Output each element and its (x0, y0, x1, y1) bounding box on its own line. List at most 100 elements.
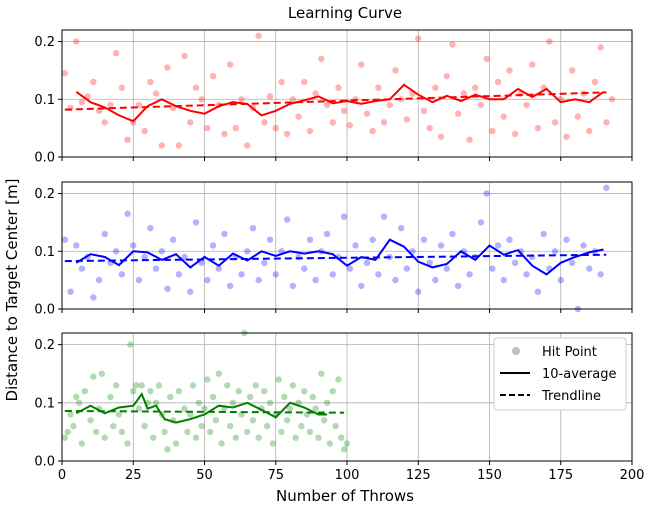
hit-point (278, 78, 285, 86)
hit-point (238, 271, 245, 278)
panel-bottom: 0 25 50 75 100 125 150 175 200 0.0 0.1 0.2 (34, 329, 644, 483)
hit-point (249, 417, 257, 424)
hit-point (437, 242, 445, 249)
hit-point (460, 90, 468, 97)
hit-point (135, 276, 143, 284)
hit-point (181, 52, 188, 60)
hit-point (90, 294, 97, 301)
hit-point (209, 242, 217, 249)
hit-point (312, 276, 319, 284)
hit-point (246, 393, 254, 401)
hit-point (432, 276, 439, 284)
hit-point (226, 61, 234, 68)
hit-point (192, 434, 200, 441)
hit-point (340, 107, 348, 115)
hit-point (369, 127, 376, 135)
hit-point (397, 224, 405, 232)
hit-point (161, 428, 168, 436)
hit-point (318, 55, 325, 63)
hit-point (289, 96, 297, 103)
hit-point (141, 253, 148, 261)
hit-point (101, 119, 108, 126)
hit-point (489, 127, 496, 135)
trendline (64, 91, 607, 111)
hit-point (597, 44, 604, 51)
hit-point (343, 440, 351, 447)
hit-point (472, 84, 479, 91)
x-tick-label: 125 (406, 468, 431, 483)
hit-point (466, 136, 473, 143)
hit-point (306, 127, 314, 135)
hit-point (306, 428, 314, 436)
hit-point (546, 38, 553, 45)
hit-point (574, 113, 582, 120)
hit-point (283, 216, 291, 223)
hit-point (221, 230, 228, 238)
hit-point (255, 434, 262, 441)
hit-point (112, 248, 120, 255)
hit-point (511, 259, 519, 267)
hit-point (195, 399, 202, 407)
hit-point (184, 428, 191, 436)
y-tick-label: 0.0 (34, 303, 55, 318)
hit-point (124, 210, 131, 217)
hit-point (90, 78, 97, 86)
hit-point (264, 422, 271, 430)
y-axis-label: Distance to Target Center [m] (3, 179, 21, 402)
hit-point (340, 446, 348, 453)
hit-point (529, 61, 536, 68)
hit-point (289, 382, 297, 389)
hit-point (95, 276, 103, 284)
trendline (64, 253, 607, 263)
hit-point (90, 373, 97, 380)
hit-point (232, 124, 240, 132)
hit-point (312, 405, 319, 412)
panel-middle: 0.0 0.1 0.2 (34, 181, 633, 318)
hit-point (169, 236, 177, 243)
hit-point (563, 236, 570, 243)
hit-point (298, 422, 305, 430)
hit-point (75, 399, 83, 407)
hit-point (275, 376, 282, 383)
hit-point (93, 428, 100, 436)
y-tick-label: 0.1 (34, 396, 55, 411)
hit-point (67, 411, 74, 418)
hit-point (346, 265, 354, 272)
hit-point (138, 382, 145, 389)
x-axis-label: Number of Throws (276, 487, 414, 505)
hit-point (61, 236, 69, 243)
hit-point (147, 78, 154, 86)
hit-point (152, 265, 160, 272)
hit-point (249, 224, 257, 232)
hit-point (87, 417, 94, 424)
hit-point (266, 236, 274, 243)
hit-point (494, 242, 502, 249)
legend-trendline-label: Trendline (541, 389, 601, 404)
hit-point (494, 78, 502, 86)
hit-point (506, 67, 513, 74)
hit-point (164, 446, 171, 453)
hit-point (278, 428, 285, 436)
hit-point (489, 265, 496, 272)
hit-point (158, 142, 165, 149)
hit-point (158, 248, 165, 255)
hit-point (281, 393, 288, 401)
legend-frame (493, 337, 627, 411)
hit-point (204, 124, 211, 132)
hit-point (603, 184, 610, 191)
x-tick-label: 50 (196, 468, 213, 483)
hit-point (312, 90, 319, 97)
hit-point (363, 259, 371, 267)
hit-point (124, 136, 131, 143)
hit-point (329, 387, 336, 395)
hit-point (597, 271, 604, 278)
hit-point (380, 119, 388, 126)
hit-point (420, 107, 428, 115)
x-tick-label: 100 (335, 468, 360, 483)
hit-point (266, 93, 274, 100)
hit-point (380, 213, 388, 220)
hit-point (147, 387, 154, 395)
hit-point (107, 393, 114, 401)
hit-point (603, 119, 610, 126)
